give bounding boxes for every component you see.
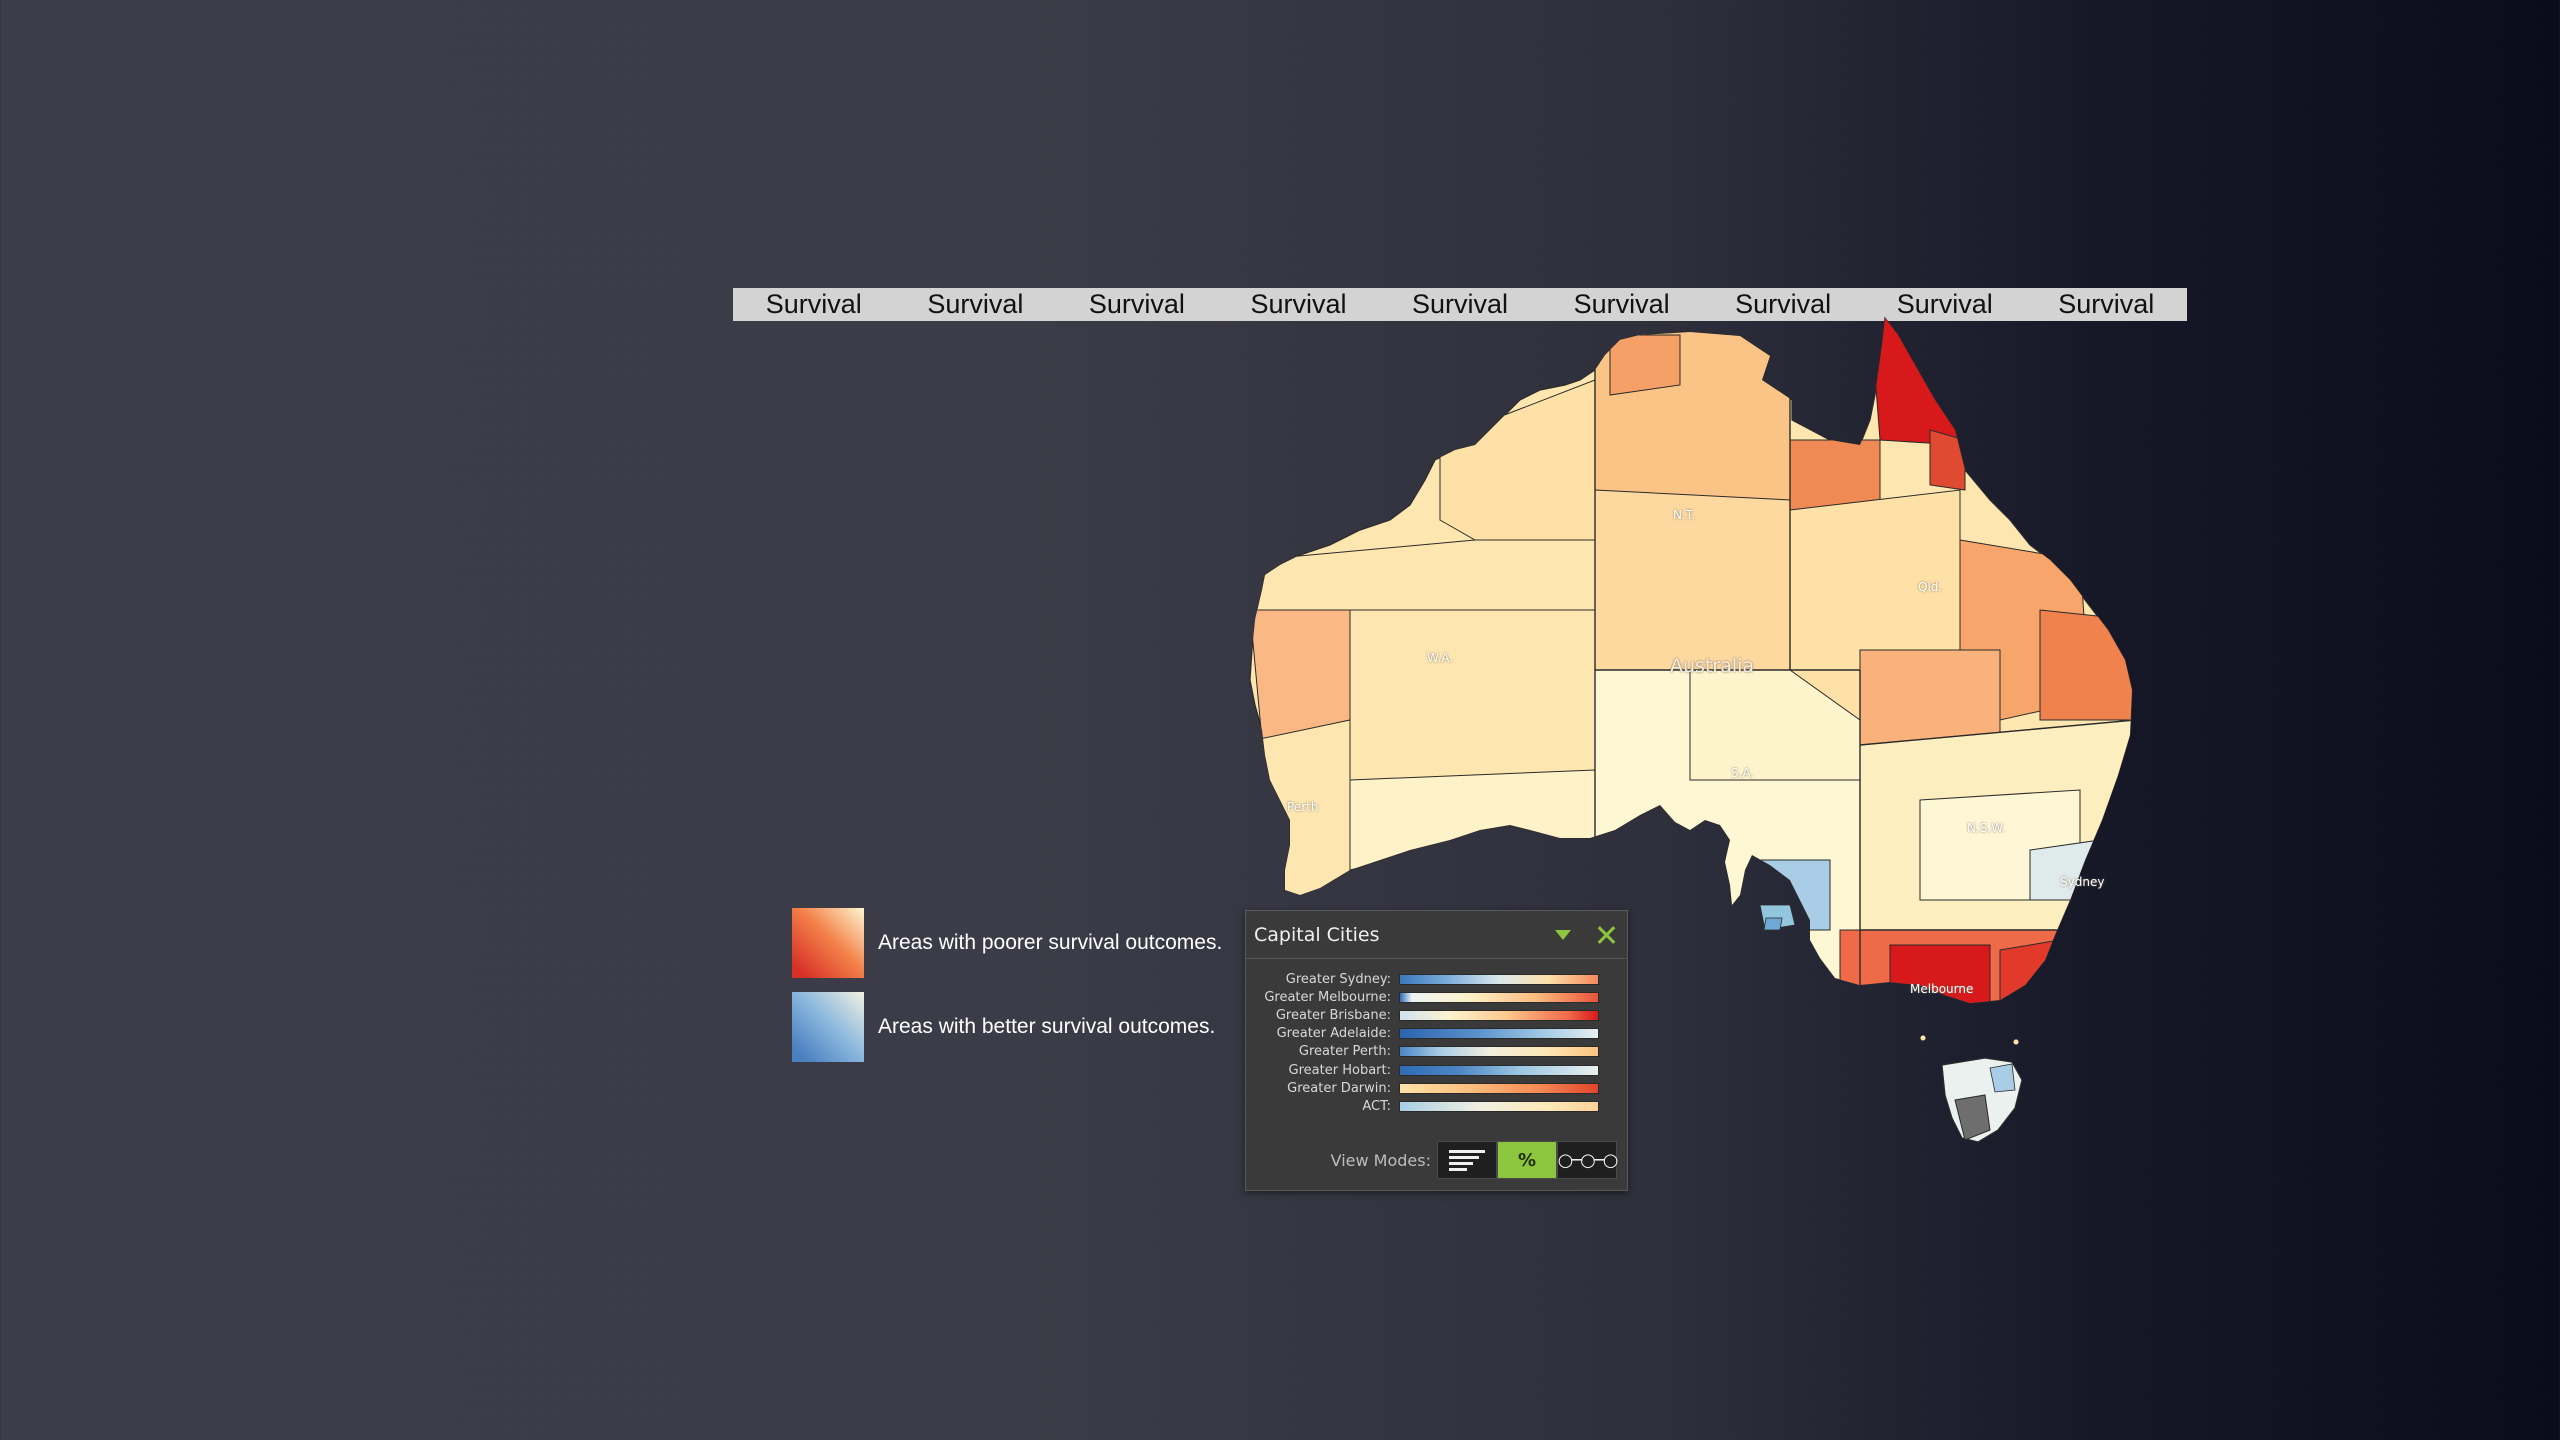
region-tasmania-northeast[interactable] — [1989, 1063, 2016, 1093]
city-distribution-bar[interactable] — [1399, 973, 1599, 985]
map-label-qld: Qld. — [1918, 580, 1943, 594]
view-mode-link-button[interactable]: ○─○─○ — [1557, 1141, 1619, 1179]
map-label-wa: W.A. — [1427, 651, 1454, 665]
map-label-nt: N.T. — [1673, 508, 1696, 522]
legend-row-poorer: Areas with poorer survival outcomes. — [792, 908, 1222, 978]
city-row[interactable]: Greater Adelaide: — [1246, 1025, 1627, 1043]
link-icon: ○─○─○ — [1557, 1149, 1619, 1171]
survival-header-item: Survival — [1412, 289, 1509, 319]
city-row[interactable]: Greater Sydney: — [1246, 970, 1627, 988]
legend-label-better: Areas with better survival outcomes. — [878, 1015, 1216, 1038]
survival-header-item: Survival — [1573, 289, 1670, 319]
city-distribution-bar[interactable] — [1399, 1100, 1599, 1112]
view-mode-percent-button[interactable]: % — [1497, 1141, 1557, 1179]
view-mode-bars-button[interactable] — [1437, 1141, 1497, 1179]
map-label-australia: Australia — [1670, 655, 1755, 677]
region-tasmania-southwest[interactable] — [1954, 1094, 1991, 1141]
city-label: Greater Adelaide: — [1276, 1026, 1391, 1042]
region-goldfields[interactable] — [1349, 769, 1596, 871]
survival-header-item: Survival — [1896, 289, 1993, 319]
legend-label-poorer: Areas with poorer survival outcomes. — [878, 931, 1223, 954]
city-row[interactable]: Greater Hobart: — [1246, 1061, 1627, 1079]
region-adelaide-coast[interactable] — [1763, 917, 1783, 931]
region-melbourne-area[interactable] — [1889, 944, 1991, 1010]
city-row[interactable]: Greater Darwin: — [1246, 1079, 1627, 1097]
city-label: Greater Perth: — [1298, 1044, 1391, 1060]
survival-header-item: Survival — [1250, 289, 1347, 319]
region-wa-coast[interactable] — [1250, 609, 1351, 741]
city-distribution-bar[interactable] — [1399, 1064, 1599, 1076]
survival-header-item: Survival — [1735, 289, 1832, 319]
view-modes-bar: View Modes: % ○─○─○ — [1246, 1140, 1627, 1180]
panel-title: Capital Cities — [1254, 923, 1380, 946]
survival-header-item: Survival — [927, 289, 1024, 319]
city-row[interactable]: Greater Melbourne: — [1246, 988, 1627, 1006]
city-list: Greater Sydney: Greater Melbourne: Greater… — [1246, 959, 1627, 1116]
legend-swatch-better — [792, 992, 864, 1062]
percent-label: % — [1517, 1149, 1537, 1171]
chevron-down-icon[interactable] — [1555, 929, 1571, 940]
region-qld-southwest[interactable] — [1859, 649, 2001, 746]
map-label-melbourne: Melbourne — [1910, 982, 1974, 996]
city-label: Greater Hobart: — [1288, 1062, 1391, 1078]
city-label: Greater Sydney: — [1285, 971, 1391, 987]
view-modes-label: View Modes: — [1330, 1150, 1431, 1170]
map-label-perth: Perth — [1287, 800, 1319, 814]
survival-header-item: Survival — [2058, 289, 2155, 319]
city-distribution-bar[interactable] — [1399, 1028, 1599, 1040]
city-label: Greater Darwin: — [1287, 1080, 1391, 1096]
region-king-island[interactable] — [1919, 1034, 1927, 1042]
region-gulf[interactable] — [1789, 439, 1881, 511]
city-distribution-bar[interactable] — [1399, 1009, 1599, 1021]
map-label-sa: S.A. — [1731, 766, 1755, 780]
city-label: Greater Brisbane: — [1275, 1007, 1391, 1023]
map-label-sydney: Sydney — [2060, 875, 2105, 889]
city-distribution-bar[interactable] — [1399, 1082, 1599, 1094]
legend-swatch-poorer — [792, 908, 864, 978]
capital-cities-panel[interactable]: Capital Cities Greater Sydney: Greater Me… — [1245, 910, 1628, 1191]
city-row[interactable]: Greater Perth: — [1246, 1043, 1627, 1061]
city-distribution-bar[interactable] — [1399, 991, 1599, 1003]
region-darwin-area[interactable] — [1609, 334, 1681, 396]
city-distribution-bar[interactable] — [1399, 1046, 1599, 1058]
region-flinders-island[interactable] — [2012, 1038, 2020, 1046]
city-label: ACT: — [1362, 1098, 1391, 1114]
region-qld-north-coast[interactable] — [1929, 429, 1966, 491]
city-row[interactable]: ACT: — [1246, 1097, 1627, 1115]
region-gippsland[interactable] — [1999, 939, 2061, 1010]
survival-header-item: Survival — [765, 289, 862, 319]
city-row[interactable]: Greater Brisbane: — [1246, 1006, 1627, 1024]
panel-header: Capital Cities — [1246, 911, 1627, 959]
survival-header-item: Survival — [1088, 289, 1185, 319]
survival-header-bar: Survival Survival Survival Survival Surv… — [733, 288, 2187, 321]
bars-icon — [1449, 1149, 1485, 1171]
region-sydney-area[interactable] — [2029, 839, 2101, 901]
region-wa-central[interactable] — [1349, 609, 1596, 781]
city-label: Greater Melbourne: — [1264, 989, 1391, 1005]
region-qld-southeast[interactable] — [2039, 609, 2135, 721]
close-icon[interactable] — [1597, 926, 1615, 944]
map-legend: Areas with poorer survival outcomes. Are… — [792, 908, 1222, 1076]
map-label-nsw: N.S.W. — [1967, 821, 2006, 835]
legend-row-better: Areas with better survival outcomes. — [792, 992, 1222, 1062]
